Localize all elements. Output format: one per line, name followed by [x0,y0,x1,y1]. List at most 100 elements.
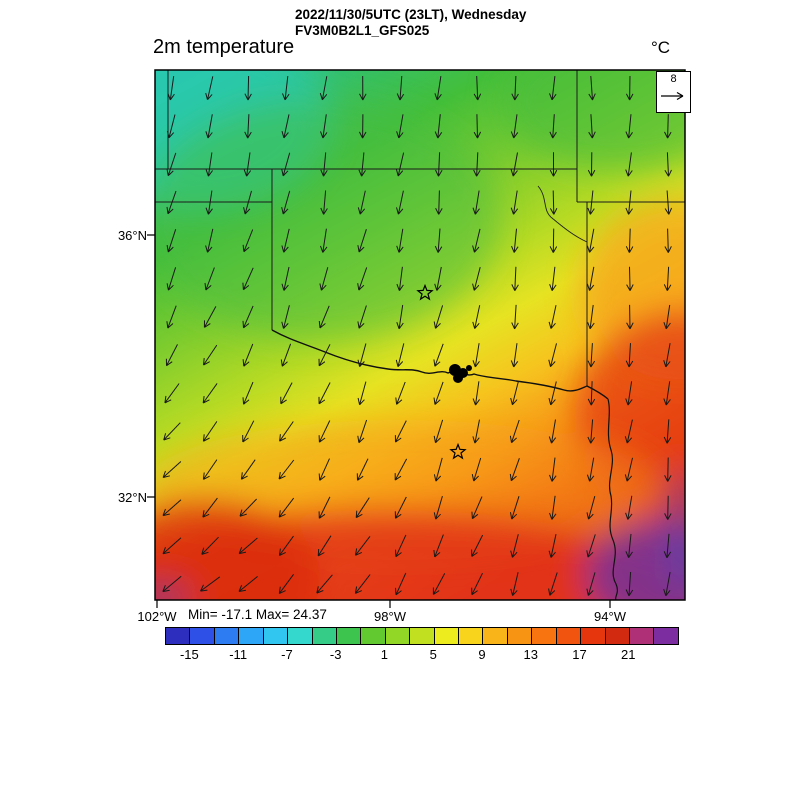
wind-arrow-icon [278,459,295,480]
texas-east-border [607,398,619,600]
colorbar-cell [506,628,532,644]
wind-arrow-icon [588,114,596,139]
wind-arrow-icon [357,419,368,444]
wind-arrow-icon [162,461,182,478]
wind-arrow-icon [433,457,443,482]
wind-arrow-icon [395,572,407,596]
wind-arrow-icon [472,343,480,368]
wind-arrow-icon [473,75,482,101]
wind-arrow-icon [511,228,519,253]
colorbar-cell [335,628,361,644]
wind-arrow-icon [318,382,331,405]
wind-arrow-icon [205,152,214,177]
wind-arrow-icon [626,304,634,330]
axis-ticks [147,234,611,608]
colorbar-tick-label: 9 [478,647,486,662]
wind-arrow-icon [201,536,219,555]
wind-arrow-icon [282,76,290,101]
lon-label-102w: 102°W [137,609,177,624]
wind-arrow-icon [434,76,442,101]
wind-arrow-icon [205,190,213,215]
wind-arrow-icon [625,381,633,406]
wind-arrow-icon [626,266,634,291]
wind-arrow-icon [511,75,519,101]
wind-arrow-icon [162,499,182,517]
wind-arrow-icon [663,304,671,330]
colorbar-tick-label: -7 [281,647,293,662]
wind-arrow-icon [358,152,366,177]
wind-arrow-icon [162,537,182,555]
wind-arrow-icon [318,496,331,519]
wind-arrow-icon [244,114,252,139]
wind-arrow-icon [238,576,258,592]
colorbar-cell [166,628,190,644]
city-star-marker [449,442,467,460]
wind-arrow-icon [471,572,483,596]
wind-arrow-icon [354,574,371,594]
wind-arrow-icon [202,383,218,404]
wind-arrow-icon [549,495,557,520]
wind-arrow-icon [587,190,595,215]
colorbar-tick-label: -3 [329,647,342,662]
wind-arrow-icon [166,114,176,139]
wind-arrow-icon [242,229,254,253]
wind-arrow-icon [396,304,404,330]
wind-arrow-icon [588,75,596,101]
colorbar-labels: -15 -11 -7 -3 1 5 9 13 17 21 [165,647,677,663]
wind-arrow-icon [549,152,558,177]
wind-arrow-icon [394,496,407,519]
wind-arrow-icon [357,190,366,215]
wind-arrow-icon [242,420,255,443]
wind-arrow-icon [395,343,405,368]
wind-arrow-icon [472,228,481,253]
wind-arrow-icon [664,190,673,215]
wind-arrow-icon [663,572,671,597]
wind-arrow-icon [473,114,482,139]
wind-arrow-icon [472,381,481,406]
wind-arrow-icon [357,305,367,329]
wind-arrow-icon [395,152,405,177]
wind-arrow-icon [434,266,442,291]
station-markers [416,283,467,460]
colorbar-cell [213,628,239,644]
wind-arrow-icon [278,574,295,595]
wind-arrow-icon [280,343,292,367]
colorbar-tick-label: 13 [523,647,538,662]
wind-arrow-icon [664,457,672,482]
colorbar-tick-label: 17 [572,647,587,662]
wind-arrow-icon [511,304,519,330]
wind-arrow-icon [471,534,484,557]
wind-arrow-icon [433,305,444,329]
wind-arrow-icon [625,571,634,597]
wind-arrow-icon [163,422,181,441]
colorbar-tick-label: -11 [229,647,248,662]
wind-arrow-icon [663,381,671,406]
wind-arrow-icon [320,114,328,139]
wind-arrow-icon [435,152,443,177]
colorbar-tick-label: 5 [429,647,437,662]
wind-arrow-icon [432,573,446,595]
wind-arrow-icon [320,190,328,215]
colorbar-cell [384,628,410,644]
colorbar-tick-label: 21 [621,647,636,662]
wind-arrow-icon [396,114,404,139]
colorbar-cell [580,628,605,644]
wind-arrow-icon [549,114,557,139]
wind-arrow-icon [625,533,633,558]
colorbar-cell [189,628,214,644]
wind-arrow-icon [396,190,404,215]
wind-arrow-icon [663,533,672,559]
colorbar-cell [604,628,630,644]
wind-arrow-icon [202,459,218,480]
wind-arrow-icon [242,305,254,329]
wind-arrow-icon [549,457,557,482]
wind-arrow-icon [394,458,408,481]
wind-arrow-icon [472,305,481,329]
colorbar-cell [458,628,483,644]
wind-arrow-icon [625,343,634,368]
wind-arrow-icon [586,457,595,482]
wind-arrow-icon [663,343,671,368]
wind-arrow-icon [587,419,595,444]
wind-arrow-icon [510,572,519,596]
wind-arrow-icon [242,267,254,291]
